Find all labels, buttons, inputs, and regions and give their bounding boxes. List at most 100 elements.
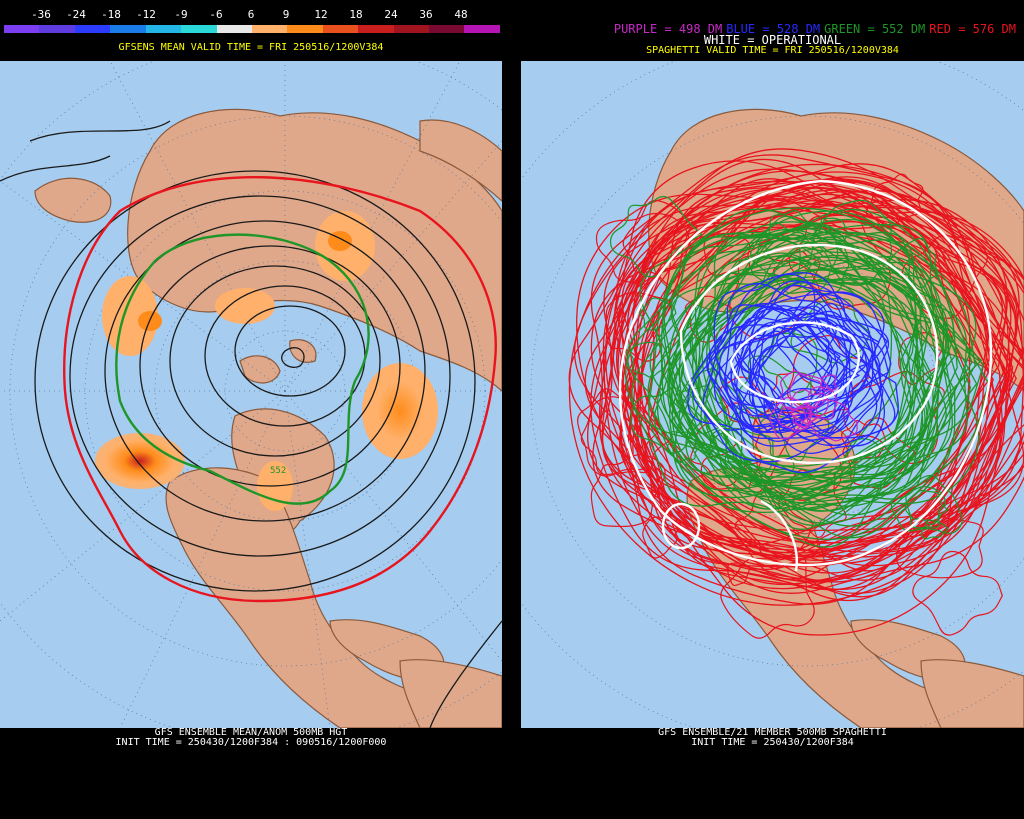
ensemble-contour <box>621 187 1024 574</box>
anomaly-legend-labels: -36 -24 -18 -12 -9 -6 6 9 12 18 24 36 48 <box>6 8 496 21</box>
ensemble-contour <box>921 519 949 540</box>
spaghetti-footer-title: GFS ENSEMBLE/21 MEMBER 500MB SPAGHETTI <box>658 727 887 738</box>
legend-swatch <box>358 25 394 33</box>
legend-value: 12 <box>314 8 328 21</box>
ensemble-contour <box>865 173 924 230</box>
spaghetti-legend-item: PURPLE = 498 DM <box>613 22 723 36</box>
panel-divider <box>502 0 521 819</box>
ensemble-contour <box>904 489 949 529</box>
legend-swatch <box>181 25 217 33</box>
red-576-contour <box>63 176 497 603</box>
ensemble-contour <box>668 227 923 484</box>
ensemble-contour <box>751 221 824 290</box>
spaghetti-footer-init-time: INIT TIME = 250430/1200F384 <box>691 737 854 748</box>
legend-swatch <box>393 25 430 33</box>
ensemble-contour <box>720 554 815 639</box>
legend-swatch <box>4 25 40 33</box>
legend-swatch <box>429 25 465 33</box>
legend-value: -36 <box>31 8 51 21</box>
ensemble-mean-map: 552 <box>0 61 502 728</box>
height-contours <box>0 120 502 728</box>
mean-footer-init-time: INIT TIME = 250430/1200F384 : 090516/120… <box>115 737 387 748</box>
ensemble-contour <box>577 388 658 477</box>
legend-value: -24 <box>66 8 86 21</box>
ensemble-contour <box>576 193 1008 532</box>
ensemble-contour <box>888 237 938 289</box>
ensemble-contour <box>739 303 896 447</box>
ensemble-contour <box>769 396 811 440</box>
ensemble-contour <box>890 474 963 534</box>
legend-swatch <box>287 25 323 33</box>
ensemble-contour <box>615 163 1024 598</box>
ensemble-contour <box>736 291 892 433</box>
spaghetti-map <box>521 61 1024 728</box>
ensemble-contour <box>726 562 751 587</box>
legend-value: 36 <box>419 8 433 21</box>
ensemble-contour <box>816 217 847 244</box>
ensemble-contour <box>813 199 893 286</box>
ensemble-contour <box>896 510 984 579</box>
ensemble-contour <box>790 389 829 425</box>
ensemble-contour <box>776 290 889 387</box>
ensemble-contour <box>709 427 774 481</box>
spaghetti-valid-time-header: SPAGHETTI VALID TIME = FRI 250516/1200V3… <box>646 45 899 56</box>
ensemble-contour <box>765 210 816 265</box>
operational-label: WHITE = OPERATIONAL <box>703 33 842 47</box>
ensemble-contour <box>789 373 833 409</box>
ensemble-contour <box>667 430 704 464</box>
ensemble-contour <box>700 441 762 490</box>
ensemble-contour <box>584 158 1024 636</box>
legend-value: -18 <box>101 8 121 21</box>
ensemble-contour <box>671 278 939 511</box>
ensemble-contour <box>809 399 858 442</box>
legend-swatch <box>322 25 359 33</box>
ensemble-contour <box>609 195 703 278</box>
legend-swatch <box>251 25 288 33</box>
ensemble-contour <box>641 220 988 572</box>
ensemble-contour <box>748 280 874 408</box>
ensemble-contour <box>691 308 884 474</box>
ensemble-contour <box>725 313 865 439</box>
ensemble-contour <box>898 332 944 386</box>
legend-swatch <box>74 25 111 33</box>
ensemble-mean-panel: -36 -24 -18 -12 -9 -6 6 9 12 18 24 36 48 GFSENS MEAN… <box>0 0 502 819</box>
legend-value: 24 <box>384 8 398 21</box>
legend-value: -9 <box>174 8 188 21</box>
ensemble-contour <box>797 236 850 295</box>
spaghetti-legend-item: BLUE = 528 DM <box>726 22 821 36</box>
ensemble-contour <box>734 281 852 401</box>
ensemble-contour <box>730 328 833 429</box>
ensemble-contour <box>580 396 670 476</box>
ensemble-contour <box>630 387 703 454</box>
spaghetti-color-legend: PURPLE = 498 DM BLUE = 528 DM GREEN = 552 … <box>610 22 1016 36</box>
ensemble-contour <box>648 204 1007 564</box>
legend-value: 48 <box>454 8 468 21</box>
mean-valid-time-header: GFSENS MEAN VALID TIME = FRI 250516/1200… <box>118 42 384 53</box>
ensemble-contour <box>668 263 914 482</box>
ensemble-contour <box>708 267 928 475</box>
spaghetti-panel: PURPLE = 498 DM BLUE = 528 DM GREEN = 552 … <box>521 0 1024 819</box>
ensemble-contour <box>601 182 990 547</box>
ensemble-contour <box>632 163 1024 553</box>
legend-swatch <box>110 25 146 33</box>
ensemble-contour <box>842 438 879 468</box>
contour-label: 552 <box>270 466 286 476</box>
ensemble-contour <box>629 341 666 378</box>
ensemble-contour <box>912 550 1003 636</box>
legend-swatch <box>216 25 252 33</box>
ensemble-contour <box>750 215 839 294</box>
ensemble-contour <box>649 231 958 510</box>
ensemble-contour <box>820 374 837 392</box>
ensemble-contour <box>706 252 932 478</box>
legend-swatch <box>145 25 182 33</box>
height-anomaly-shading <box>95 211 438 511</box>
legend-value: 9 <box>282 8 290 21</box>
legend-value: 18 <box>349 8 363 21</box>
ensemble-member-contours <box>568 148 1024 639</box>
ensemble-contour <box>602 190 1024 591</box>
ensemble-contour <box>704 254 990 527</box>
ensemble-contour <box>590 454 666 528</box>
ensemble-contour <box>626 233 917 499</box>
spaghetti-legend-item: RED = 576 DM <box>929 22 1016 36</box>
ensemble-contour <box>905 486 947 526</box>
